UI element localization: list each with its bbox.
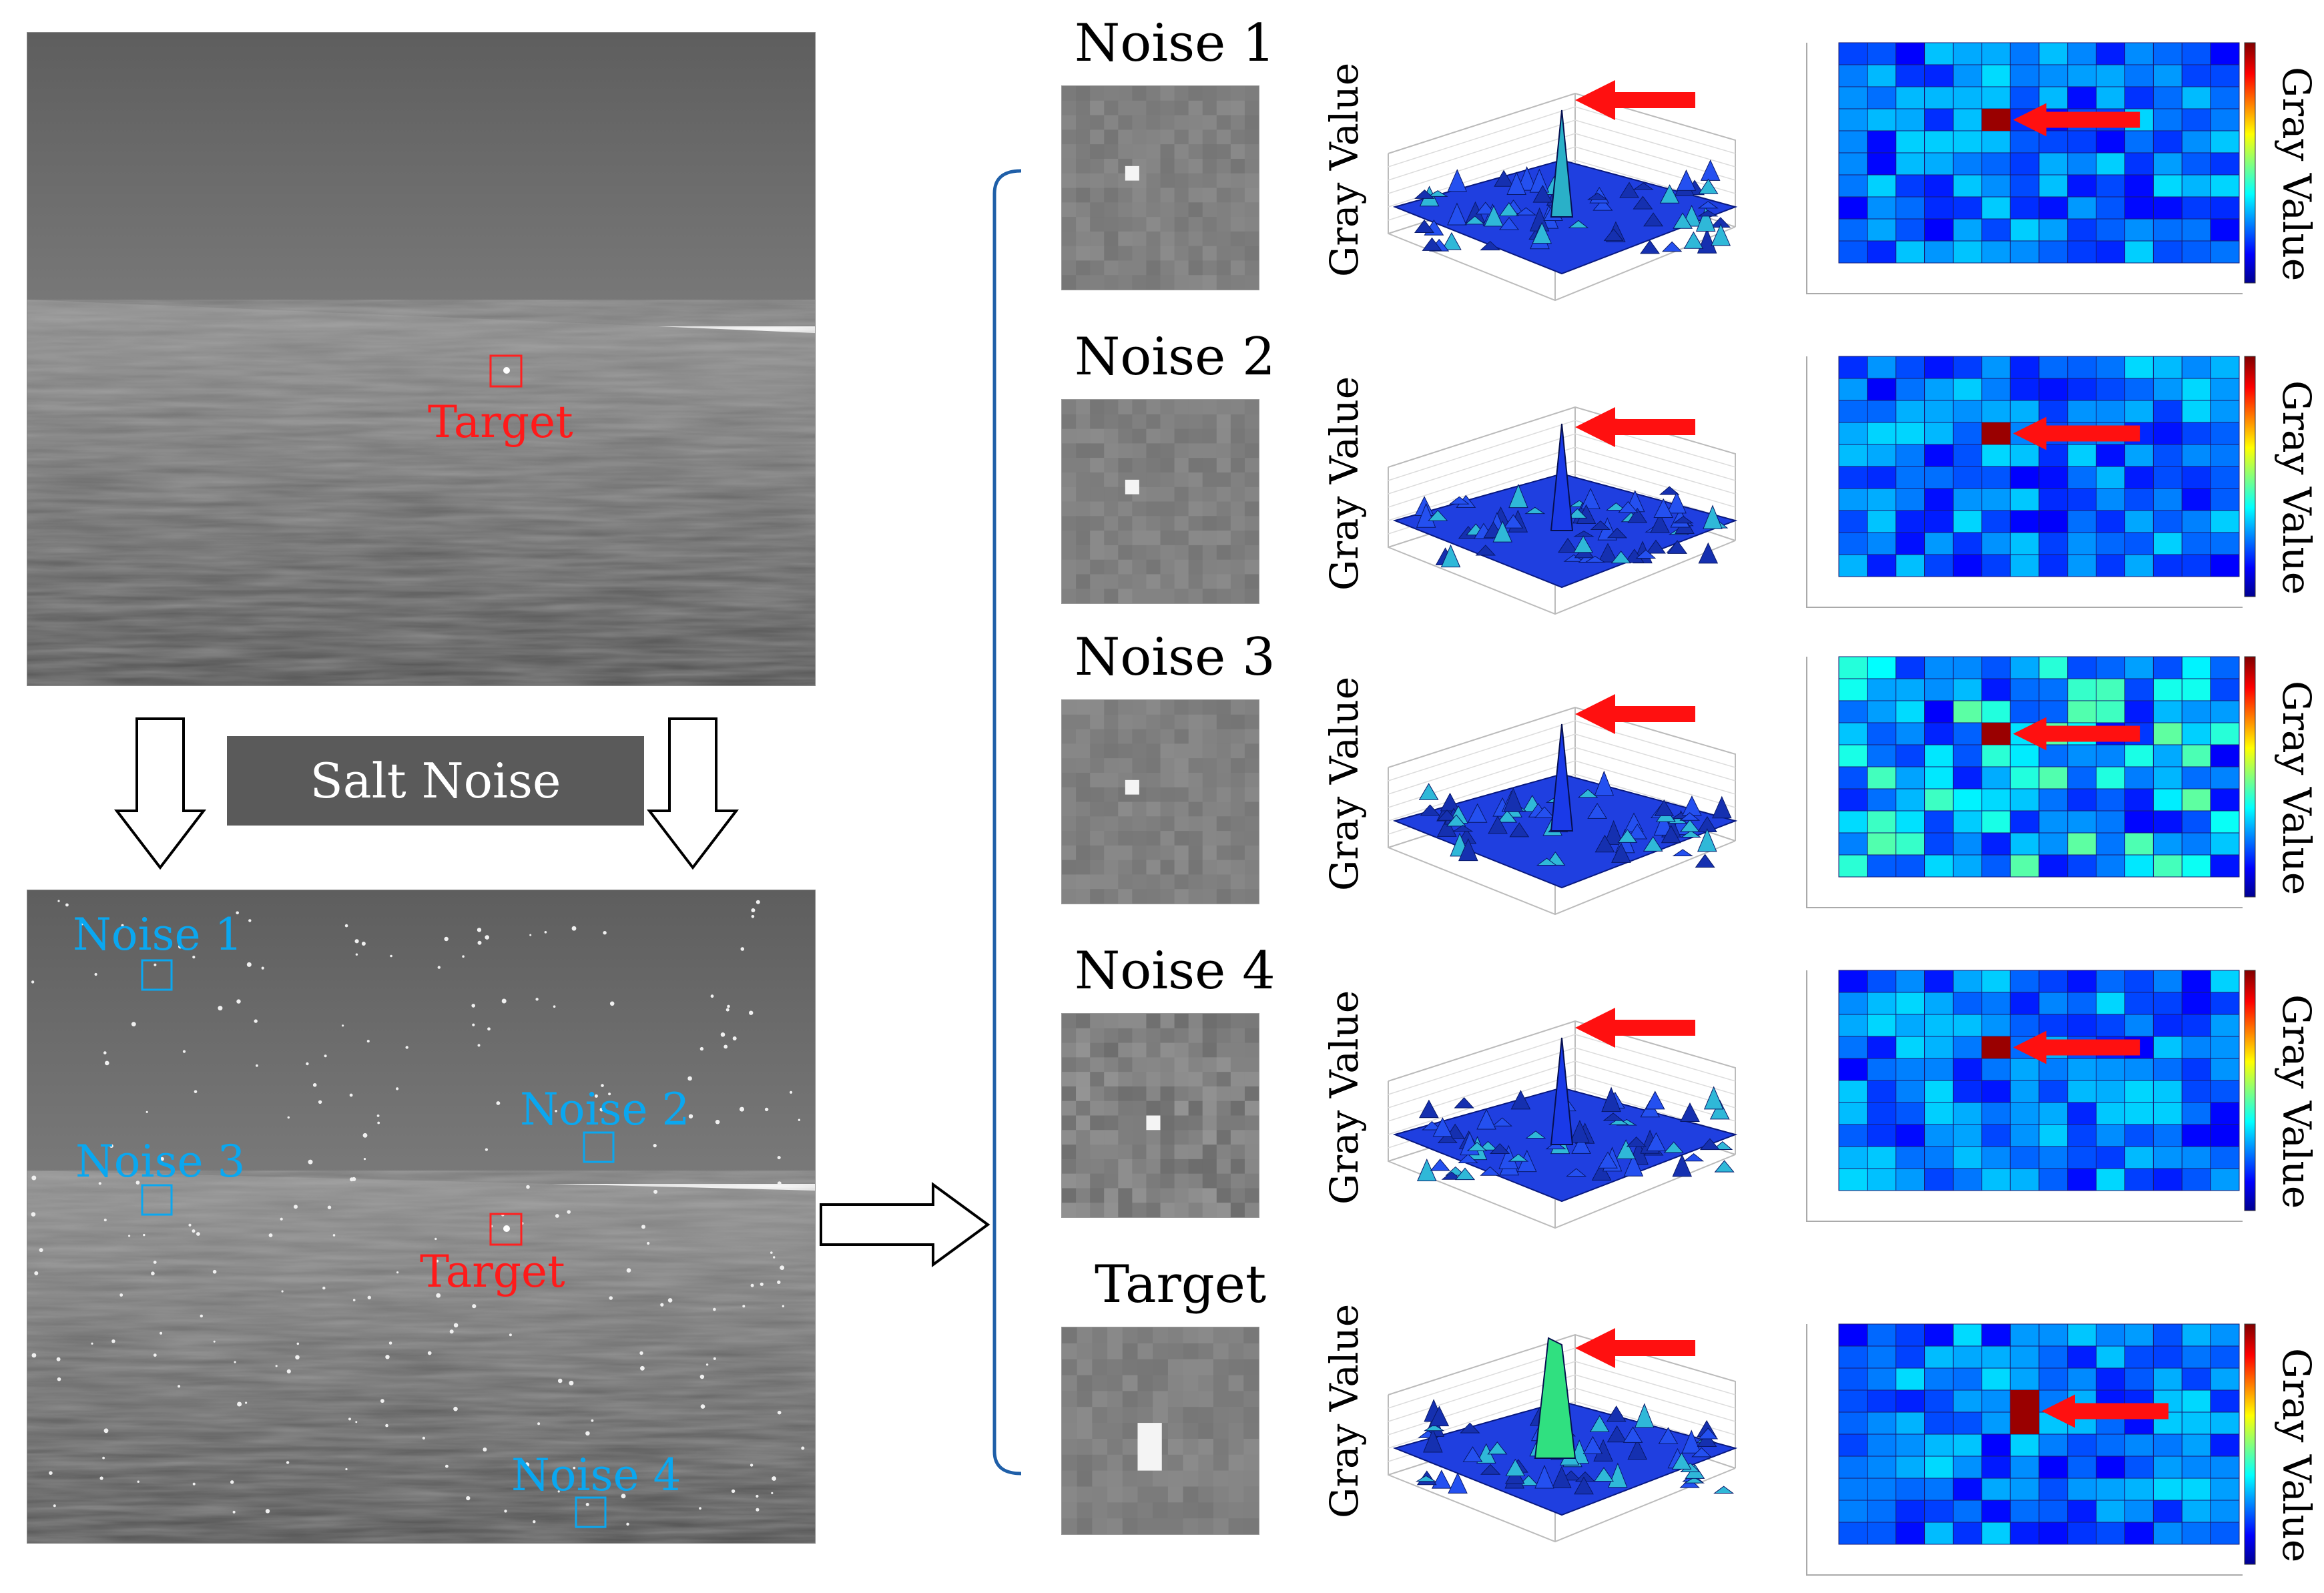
row-title: Target: [1095, 1255, 1267, 1315]
heatmap: [1806, 356, 2256, 608]
noise2-box: [583, 1131, 615, 1163]
top-target-label: Target: [428, 396, 573, 448]
colorbar-label-gray-value: Gray Value: [2274, 1348, 2319, 1563]
noise1-box: [141, 959, 173, 991]
axis-label-gray-value: Gray Value: [1322, 1303, 1367, 1518]
noise3-box: [141, 1184, 173, 1216]
row-title: Noise 1: [1075, 13, 1275, 73]
surface-plot: [1388, 406, 1738, 615]
original-sea-image: Target: [27, 32, 816, 686]
colorbar-label-gray-value: Gray Value: [2274, 380, 2319, 595]
label-noise-2: Noise 2: [520, 1084, 690, 1135]
grayscale-patch: [1061, 399, 1259, 604]
target-box: [489, 354, 523, 388]
colorbar-label-gray-value: Gray Value: [2274, 994, 2319, 1209]
label-noise-3: Noise 3: [75, 1136, 246, 1187]
heatmap: [1806, 656, 2256, 908]
heatmap: [1806, 42, 2256, 294]
colorbar-label-gray-value: Gray Value: [2274, 67, 2319, 282]
noisy-sea-image: Noise 1 Noise 2 Noise 3 Noise 4 Target: [27, 890, 816, 1544]
down-arrow-right: [646, 717, 740, 870]
grayscale-patch: [1061, 1013, 1259, 1218]
grayscale-patch: [1061, 85, 1259, 290]
surface-plot: [1388, 1328, 1738, 1543]
axis-label-gray-value: Gray Value: [1322, 676, 1367, 891]
grayscale-patch: [1061, 1327, 1259, 1535]
salt-noise-box: Salt Noise: [227, 736, 644, 826]
label-noise-1: Noise 1: [73, 909, 243, 960]
colorbar-label-gray-value: Gray Value: [2274, 681, 2319, 896]
noisy-sea-svg: [27, 890, 815, 1543]
heatmap: [1806, 970, 2256, 1222]
axis-label-gray-value: Gray Value: [1322, 62, 1367, 277]
surface-plot: [1388, 80, 1738, 302]
label-target-noisy: Target: [420, 1246, 565, 1297]
axis-label-gray-value: Gray Value: [1322, 990, 1367, 1205]
label-noise-4: Noise 4: [511, 1450, 681, 1501]
row-title: Noise 4: [1075, 941, 1275, 1001]
grayscale-patch: [1061, 699, 1259, 904]
bracket: [992, 169, 1022, 1476]
surface-plot: [1388, 1008, 1738, 1229]
row-title: Noise 2: [1075, 327, 1275, 387]
right-arrow: [820, 1182, 990, 1267]
row-title: Noise 3: [1075, 627, 1275, 687]
axis-label-gray-value: Gray Value: [1322, 376, 1367, 591]
heatmap: [1806, 1323, 2256, 1576]
noise4-box: [575, 1496, 607, 1528]
down-arrow-left: [113, 717, 207, 870]
surface-plot: [1388, 694, 1738, 916]
original-sea-svg: [27, 33, 815, 685]
target-box-noisy: [489, 1213, 523, 1246]
